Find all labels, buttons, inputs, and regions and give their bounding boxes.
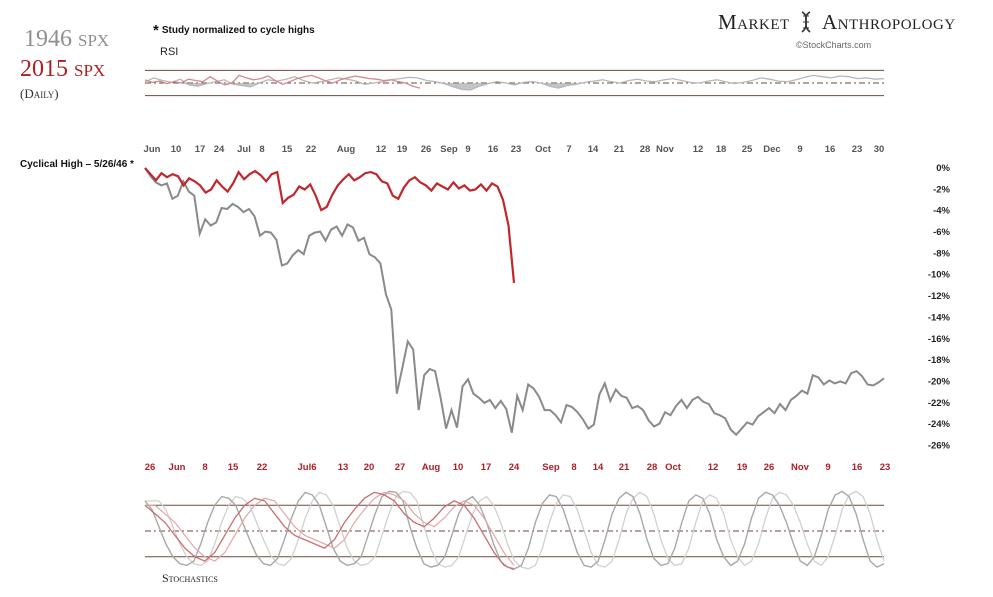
x-tick-1946: 7 [566,144,571,155]
x-tick-1946: 12 [693,144,704,155]
x-tick-1946: 15 [282,144,293,155]
x-tick-2015: 28 [647,462,658,473]
x-tick-2015: 26 [764,462,775,473]
x-tick-2015: 12 [708,462,719,473]
x-tick-1946: 14 [588,144,599,155]
y-tick-label: -10% [928,270,951,281]
x-tick-2015: 8 [571,462,576,473]
x-tick-2015: 17 [481,462,492,473]
y-tick-label: -2% [933,184,950,195]
x-tick-2015: 27 [395,462,406,473]
x-tick-2015: 20 [364,462,375,473]
rsi-2015-line [144,74,421,89]
y-tick-label: -14% [928,312,951,323]
x-tick-1946: 23 [852,144,863,155]
brand-title: Market Anthropology [718,10,956,34]
y-axis: 0% -2% -4% -6% -8% -10% -12% -14% -16% -18% -20% -2… [928,163,951,452]
x-tick-2015: 16 [852,462,863,473]
x-tick-1946: 24 [214,144,225,155]
price-1946-line [144,167,885,437]
x-axis-2015: 26 Jun 8 15 22 Jul6 13 20 27 Aug 10 17 24 Sep 8 14 21 28 O… [145,462,891,473]
x-tick-2015: 23 [880,462,891,473]
x-tick-1946: Jun [144,144,161,155]
x-tick-1946: 9 [465,144,470,155]
y-tick-label: -26% [928,441,951,452]
stoch-1946-d-line [145,490,885,570]
y-tick-label: -24% [928,419,951,430]
daily-label: (Daily) [20,86,59,101]
x-tick-1946: Jul [237,144,251,155]
x-tick-2015: Nov [791,462,810,473]
x-tick-1946: Oct [535,144,552,155]
x-tick-2015: Jul6 [297,462,316,473]
x-tick-1946: 10 [171,144,182,155]
x-tick-2015: Aug [422,462,441,473]
x-tick-1946: 16 [825,144,836,155]
x-tick-2015: 8 [202,462,207,473]
dna-logo-icon [801,11,811,33]
rsi-1946-line [144,74,885,91]
cyclical-high-label: Cyclical High – 5/26/46 * [20,159,134,170]
x-tick-1946: Dec [763,144,780,155]
x-tick-2015: Jun [169,462,186,473]
x-tick-1946: 12 [376,144,387,155]
y-tick-label: -16% [928,334,951,345]
y-tick-label: -6% [933,227,950,238]
x-tick-1946: 22 [306,144,317,155]
x-tick-2015: 19 [737,462,748,473]
x-tick-2015: 14 [593,462,604,473]
stoch-1946-k-line [144,490,885,570]
label-2015-spx: 2015 SPX [20,56,106,82]
price-panel [144,167,885,437]
x-tick-1946: 28 [640,144,651,155]
y-tick-label: -18% [928,355,951,366]
y-tick-label: -8% [933,248,950,259]
x-tick-1946: 9 [797,144,802,155]
x-tick-1946: 26 [421,144,432,155]
x-tick-2015: Sep [542,462,560,473]
x-tick-1946: 30 [874,144,885,155]
rsi-label: RSI [160,46,179,58]
x-tick-2015: Oct [665,462,682,473]
stochastics-panel [144,490,885,571]
x-tick-1946: Nov [656,144,675,155]
stockcharts-credit: ©StockCharts.com [796,40,872,50]
y-tick-label: 0% [936,163,950,174]
x-tick-1946: 18 [716,144,727,155]
x-tick-1946: 16 [488,144,499,155]
x-tick-1946: 17 [195,144,206,155]
label-1946-spx: 1946 SPX [24,26,110,52]
normalization-note: * Study normalized to cycle highs [153,22,315,39]
x-tick-1946: 21 [614,144,625,155]
x-tick-2015: 21 [619,462,630,473]
y-tick-label: -20% [928,376,951,387]
x-tick-2015: 10 [453,462,464,473]
stoch-2015-d-line [145,491,515,566]
price-2015-line [144,167,516,284]
x-tick-2015: 13 [338,462,349,473]
x-tick-1946: 23 [511,144,522,155]
x-tick-2015: 24 [509,462,520,473]
x-tick-2015: 15 [228,462,239,473]
x-tick-2015: 26 [145,462,156,473]
x-tick-1946: Aug [337,144,356,155]
stoch-2015-k-line [144,491,515,571]
y-tick-label: -22% [928,398,951,409]
x-axis-1946: Jun 10 17 24 Jul 8 15 22 Aug 12 19 26 Sep 9 16 23 Oct 7 14… [144,144,885,155]
x-tick-1946: 19 [397,144,408,155]
y-tick-label: -4% [933,206,950,217]
x-tick-1946: 25 [742,144,753,155]
x-tick-1946: Sep [440,144,458,155]
x-tick-2015: 9 [825,462,830,473]
x-tick-2015: 22 [257,462,268,473]
stochastics-label: Stochastics [162,571,218,585]
y-tick-label: -12% [928,291,951,302]
x-tick-1946: 8 [259,144,264,155]
rsi-panel [144,69,885,97]
